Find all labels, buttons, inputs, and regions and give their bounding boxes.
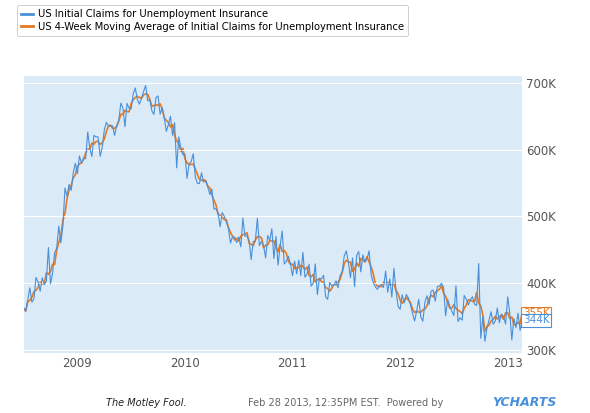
Text: Feb 28 2013, 12:35PM EST.  Powered by: Feb 28 2013, 12:35PM EST. Powered by	[248, 398, 446, 408]
Legend: US Initial Claims for Unemployment Insurance, US 4-Week Moving Average of Initia: US Initial Claims for Unemployment Insur…	[17, 5, 408, 36]
Text: The Motley Fool.: The Motley Fool.	[106, 398, 187, 408]
Text: 344K: 344K	[523, 316, 549, 325]
Text: YCHARTS: YCHARTS	[493, 396, 557, 409]
Text: 355K: 355K	[523, 308, 549, 318]
